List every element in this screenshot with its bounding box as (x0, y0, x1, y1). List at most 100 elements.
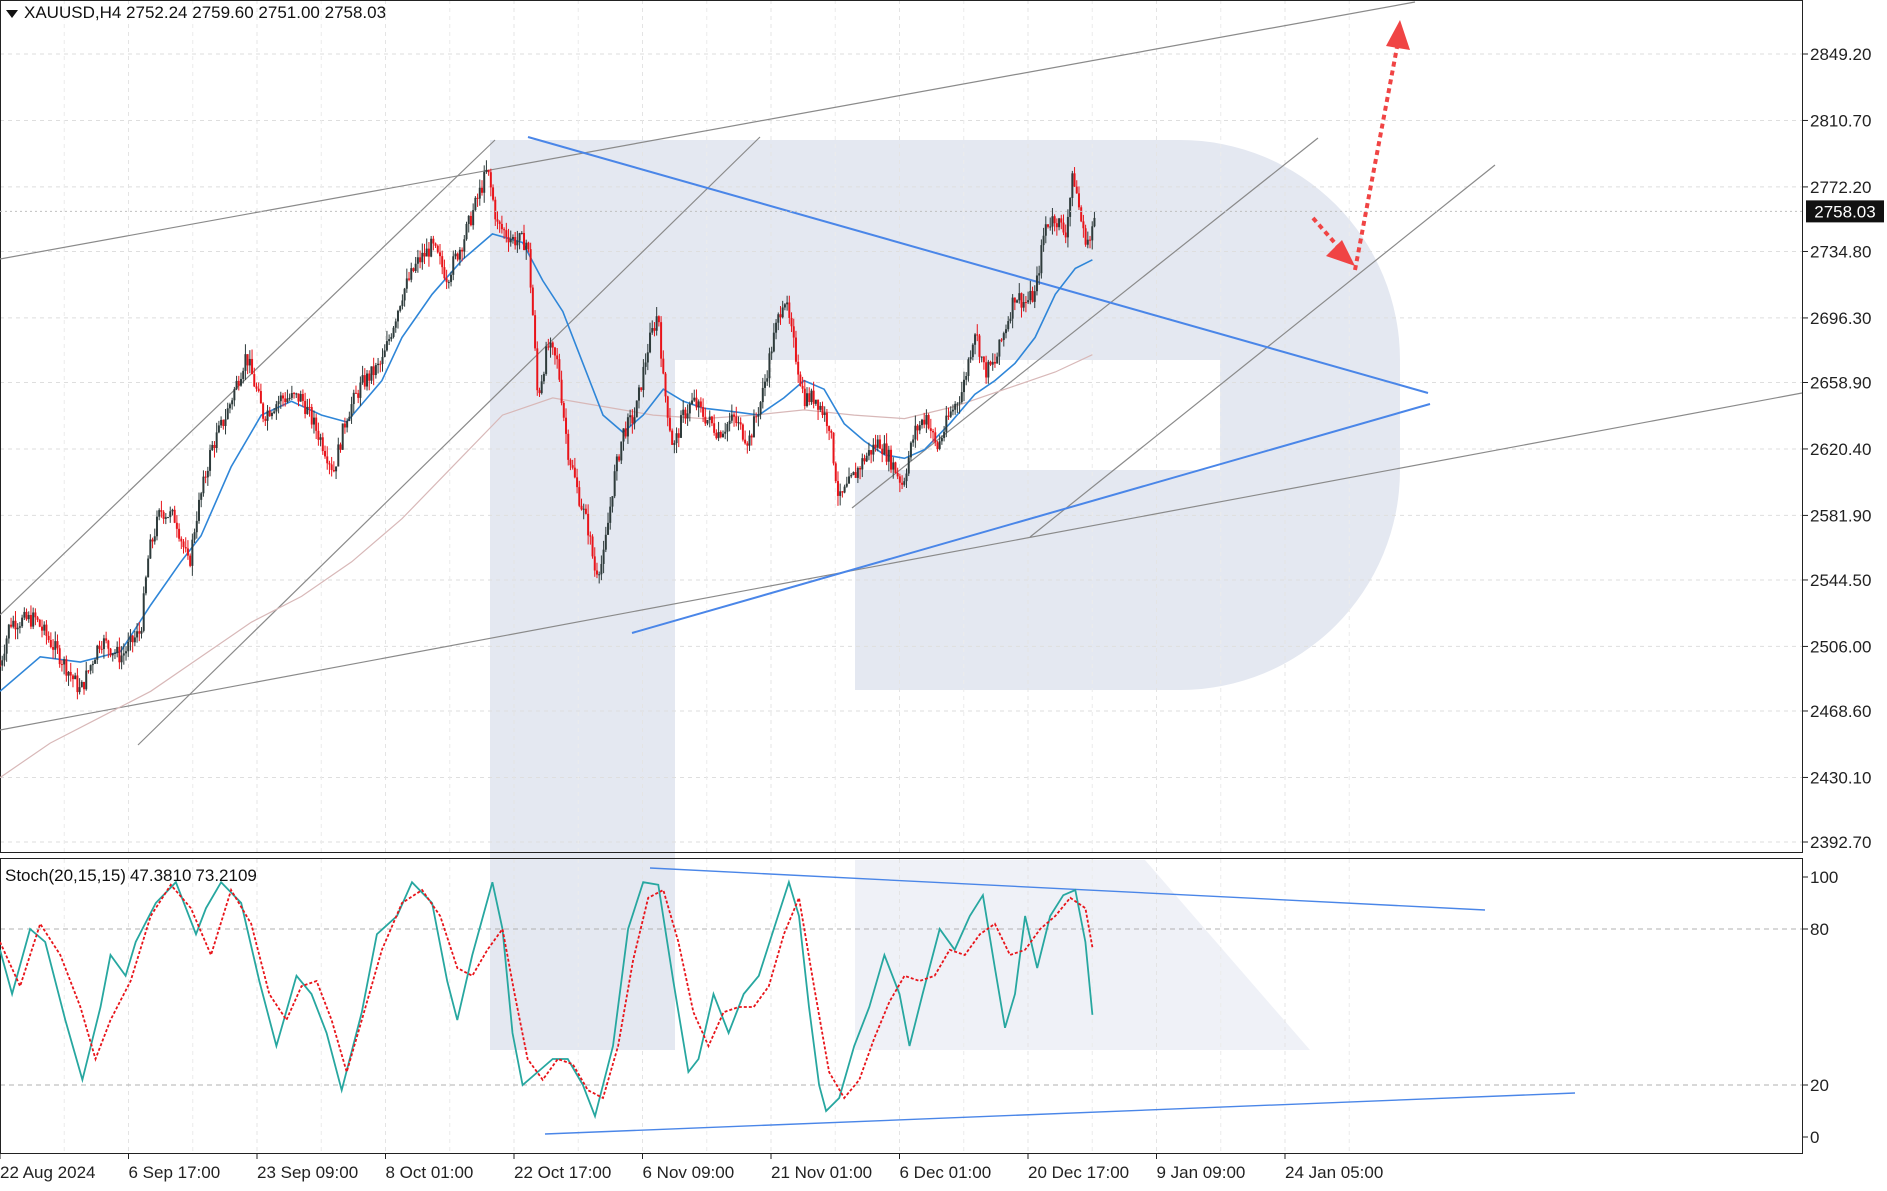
candle-body (1042, 235, 1045, 246)
candle-body (0, 665, 1, 667)
price-tick-label: 2849.20 (1810, 45, 1871, 64)
candle-body (195, 520, 198, 533)
candle-body (739, 422, 742, 425)
candle-body (587, 513, 590, 536)
candle-body (32, 612, 35, 627)
candle-body (914, 425, 917, 440)
candle-body (458, 249, 461, 260)
candle-body (27, 614, 30, 620)
candle-body (752, 416, 755, 438)
ohlc-low: 2751.00 (258, 3, 320, 22)
candle-body (248, 358, 251, 366)
candle-body (664, 373, 667, 397)
time-tick-label: 23 Sep 09:00 (257, 1163, 358, 1182)
candle-body (209, 450, 212, 471)
candle-body (936, 442, 939, 449)
candle-body (65, 659, 68, 676)
candle-body (1020, 293, 1023, 308)
candle-body (341, 423, 344, 450)
candle-body (558, 359, 561, 380)
candle-body (381, 356, 384, 364)
candle-body (71, 675, 74, 680)
candle-body (1031, 290, 1034, 302)
price-tick-label: 2506.00 (1810, 637, 1871, 656)
candle-body (821, 405, 824, 415)
candle-body (396, 310, 399, 322)
candle-body (797, 361, 800, 375)
candle-body (100, 648, 103, 650)
candle-body (1, 660, 4, 666)
current-price-tag (1806, 200, 1884, 223)
candle-body (136, 631, 139, 638)
candle-body (1005, 329, 1008, 334)
candle-body (76, 675, 79, 693)
candle-body (87, 670, 90, 672)
triangle-trendlines (527, 136, 1431, 634)
candle-body (841, 491, 844, 493)
ohlc-high: 2759.60 (192, 3, 254, 22)
candle-body (321, 437, 324, 451)
forecast-path-up (1353, 41, 1400, 271)
candle-body (326, 456, 329, 464)
candle-body (10, 624, 13, 627)
candle-body (553, 347, 556, 356)
candle-body (295, 393, 298, 395)
candle-body (982, 356, 985, 363)
candle-body (675, 433, 678, 444)
candle-body (472, 210, 475, 226)
candle-body (315, 417, 318, 431)
candle-body (34, 612, 37, 618)
candle-body (1073, 173, 1076, 187)
candle-body (379, 363, 382, 365)
candle-body (264, 418, 267, 421)
candle-body (719, 431, 722, 438)
stoch-axis[interactable]: 100 80 20 0 (1802, 868, 1838, 1147)
candle-body (297, 393, 300, 402)
candle-body (885, 443, 888, 462)
candle-body (182, 541, 185, 548)
candle-body (69, 671, 72, 676)
candle-body (348, 416, 351, 421)
candle-body (1058, 218, 1061, 228)
candle-body (934, 432, 937, 443)
symbol-label[interactable]: XAUUSD,H4 (24, 3, 122, 22)
candle-body (529, 249, 532, 288)
candle-body (52, 647, 55, 650)
candle-body (310, 407, 313, 425)
candle-body (759, 402, 762, 415)
candle-body (492, 187, 495, 200)
candle-body (94, 659, 97, 664)
candle-body (454, 253, 457, 257)
candle-body (56, 641, 59, 649)
stoch-signal-line (0, 883, 1094, 1100)
candle-body (582, 508, 585, 510)
dropdown-triangle-icon[interactable] (6, 9, 18, 18)
candle-body (927, 415, 930, 429)
candle-body (257, 388, 260, 392)
candle-body (1022, 302, 1025, 308)
candle-body (801, 385, 804, 389)
candle-body (118, 646, 121, 663)
time-axis[interactable]: 22 Aug 2024 6 Sep 17:00 23 Sep 09:00 8 Oct … (0, 1153, 1383, 1182)
price-tick-label: 2544.50 (1810, 571, 1871, 590)
candle-body (354, 392, 357, 394)
candle-body (352, 392, 355, 405)
candle-body (600, 563, 603, 575)
candle-body (222, 419, 225, 426)
candle-body (859, 467, 862, 470)
candle-body (438, 252, 441, 257)
price-tick-label: 2658.90 (1810, 373, 1871, 392)
price-axis[interactable]: 2849.20 2810.70 2772.20 2734.80 2696.30 2658.… (1802, 45, 1871, 852)
candle-body (505, 230, 508, 237)
time-tick-label: 6 Dec 01:00 (900, 1163, 992, 1182)
candle-body (571, 465, 574, 468)
candle-body (441, 256, 444, 268)
candle-body (1033, 291, 1036, 302)
channel-line-recent-bottom (1029, 164, 1496, 538)
candle-body (78, 687, 81, 693)
candle-body (744, 439, 747, 444)
candle-body (828, 426, 831, 431)
candle-body (819, 405, 822, 410)
candle-body (67, 671, 70, 676)
